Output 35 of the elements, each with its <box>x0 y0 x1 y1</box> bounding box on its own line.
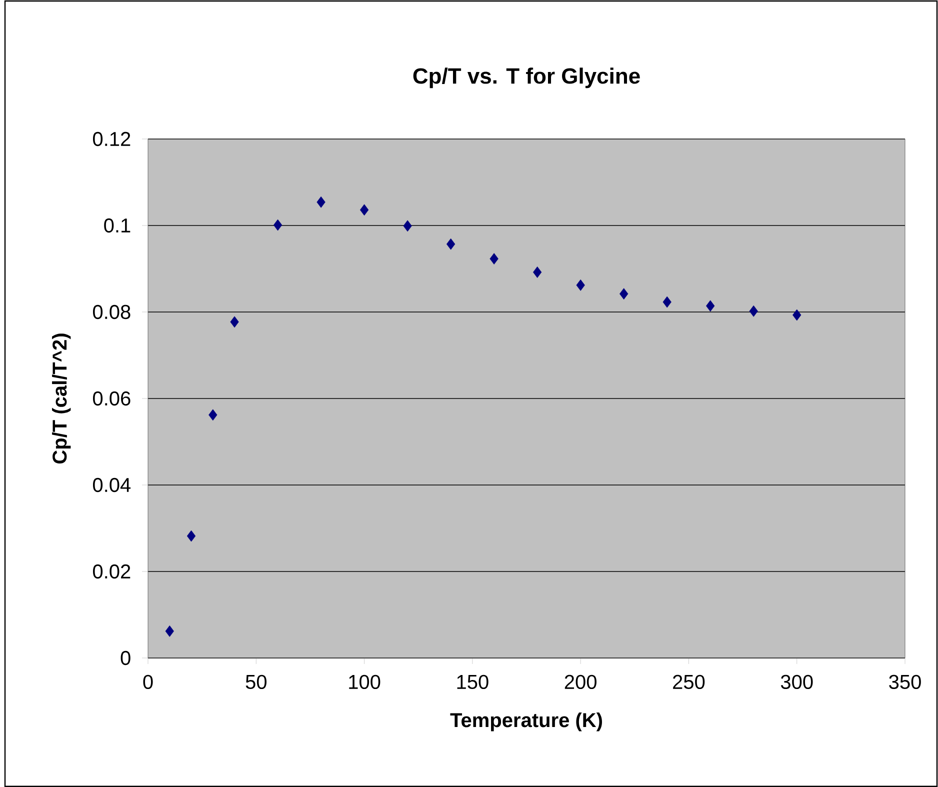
point <box>360 204 369 216</box>
point <box>792 309 802 321</box>
y-tick-label: 0.08 <box>92 304 130 320</box>
point <box>620 288 628 300</box>
point <box>230 316 239 328</box>
point <box>576 279 585 291</box>
x-tick-label: 200 <box>564 674 596 690</box>
y-tick-label: 0.1 <box>104 218 130 233</box>
x-tick-label: 50 <box>246 674 266 690</box>
y-tick-label: 0.04 <box>92 478 131 492</box>
x-tick-label: 300 <box>780 674 813 690</box>
point <box>490 253 498 264</box>
point <box>446 238 456 250</box>
point <box>533 266 542 278</box>
point <box>403 220 412 232</box>
y-tick-label: 0.02 <box>92 564 130 579</box>
x-tick-label: 150 <box>457 674 488 690</box>
point <box>273 219 282 231</box>
x-tick-label: 0 <box>143 674 153 690</box>
y-tick-label: 0.06 <box>92 391 130 406</box>
x-tick-label: 250 <box>673 674 705 690</box>
point <box>662 296 672 308</box>
x-tick-label: 100 <box>349 674 380 690</box>
y-axis-title: Cp/T (cal/T^2) <box>52 334 71 464</box>
point <box>165 625 174 637</box>
point <box>186 530 196 542</box>
x-tick-label: 350 <box>889 674 921 690</box>
point <box>316 196 326 208</box>
point <box>706 300 715 312</box>
y-tick-label: 0.12 <box>92 132 130 146</box>
x-axis-title: Temperature (K) <box>450 712 602 732</box>
point <box>749 305 758 317</box>
point <box>208 409 218 421</box>
chart-title: Cp/T vs. T for Glycine <box>413 68 640 88</box>
y-tick-label: 0 <box>120 650 130 666</box>
